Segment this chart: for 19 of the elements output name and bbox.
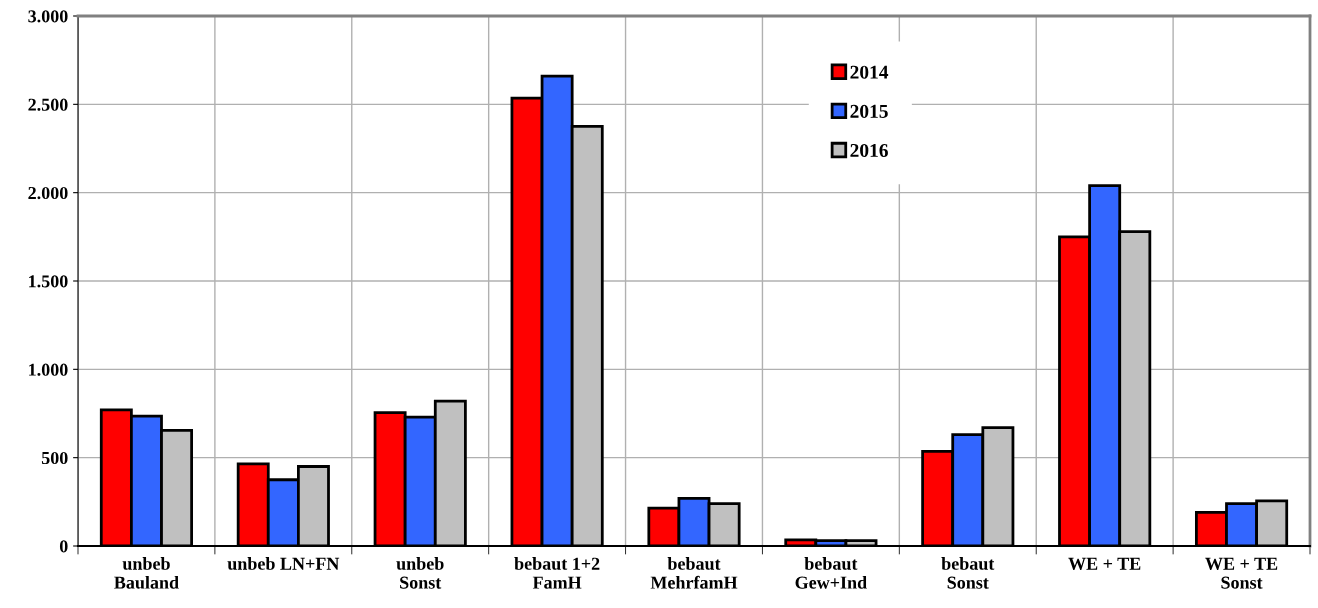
- x-tick-label: unbeb Bauland: [114, 557, 179, 589]
- y-tick-label: 500: [41, 451, 68, 465]
- legend-label: 2016: [850, 143, 888, 158]
- y-tick-label: 3.000: [28, 10, 68, 23]
- y-tick-label: 1.500: [29, 275, 68, 288]
- x-tick-label: bebaut 1+2 FamH: [514, 557, 600, 589]
- y-tick-label: 2.000: [28, 186, 68, 200]
- x-tick-label: bebaut MehrfamH: [650, 557, 738, 589]
- y-tick-label: 2.500: [28, 98, 68, 111]
- x-tick-label: bebaut Gew+Ind: [795, 557, 867, 589]
- x-tick-label: WE + TE Sonst: [1205, 557, 1278, 589]
- x-tick-label: bebaut Sonst: [941, 557, 995, 589]
- x-tick-label: WE + TE: [1068, 557, 1141, 570]
- x-tick-label: unbeb Sonst: [396, 557, 444, 589]
- y-tick-label: 1.000: [29, 363, 68, 376]
- legend-label: 2014: [850, 65, 889, 79]
- y-tick-label: 0: [59, 540, 68, 553]
- legend-label: 2015: [850, 104, 888, 118]
- x-tick-label: unbeb LN+FN: [227, 557, 340, 570]
